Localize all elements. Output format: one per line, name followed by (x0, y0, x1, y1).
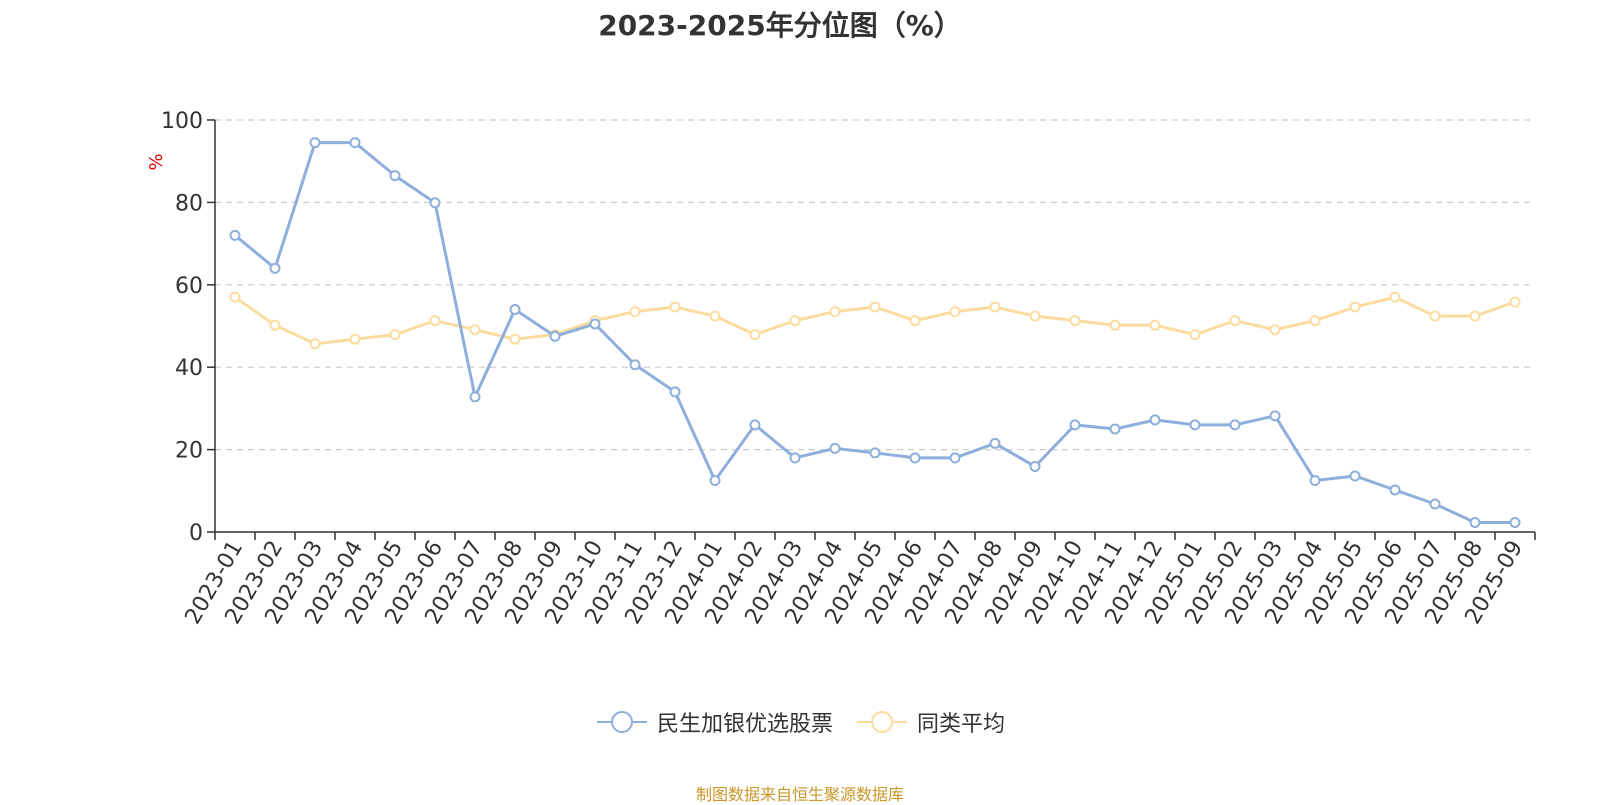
data-point-s0-2025-05 (1349, 470, 1361, 482)
data-point-s0-2024-02 (749, 419, 761, 431)
data-point-s1-2025-03 (1269, 324, 1281, 336)
data-point-s0-2025-01 (1189, 419, 1201, 431)
y-tick-label-60: 60 (175, 274, 203, 299)
data-point-s1-2023-07 (469, 324, 481, 336)
data-point-s1-2024-10 (1069, 315, 1081, 327)
legend: 民生加银优选股票 同类平均 (0, 706, 1600, 738)
data-point-s0-2023-01 (229, 229, 241, 241)
data-point-s0-2025-07 (1429, 498, 1441, 510)
legend-item-average[interactable]: 同类平均 (855, 706, 1005, 738)
data-point-s0-2023-03 (309, 137, 321, 149)
data-point-s1-2025-06 (1389, 291, 1401, 303)
data-point-s1-2024-08 (989, 301, 1001, 313)
data-point-s1-2025-02 (1229, 315, 1241, 327)
data-point-s0-2023-05 (389, 170, 401, 182)
data-point-s0-2025-03 (1269, 410, 1281, 422)
data-point-s0-2023-10 (589, 318, 601, 330)
data-source-note: 制图数据来自恒生聚源数据库 (695, 785, 904, 804)
data-point-s1-2024-09 (1029, 310, 1041, 322)
data-point-s0-2024-12 (1149, 414, 1161, 426)
data-point-s1-2024-06 (909, 315, 921, 327)
data-point-s0-2024-03 (789, 452, 801, 464)
data-point-s1-2023-03 (309, 338, 321, 350)
data-point-s0-2023-12 (669, 386, 681, 398)
data-point-s1-2024-01 (709, 310, 721, 322)
data-point-s0-2024-09 (1029, 460, 1041, 472)
data-point-s0-2024-10 (1069, 419, 1081, 431)
data-point-s0-2024-05 (869, 447, 881, 459)
data-point-s1-2024-04 (829, 306, 841, 318)
legend-label-average: 同类平均 (917, 712, 1006, 737)
y-tick-label-100: 100 (161, 109, 203, 134)
data-point-s0-2025-08 (1469, 517, 1481, 529)
data-point-s0-2023-02 (269, 262, 281, 274)
data-point-s0-2025-04 (1309, 475, 1321, 486)
data-point-s1-2023-02 (269, 319, 281, 331)
data-point-s0-2023-04 (349, 137, 361, 149)
data-point-s1-2025-08 (1469, 310, 1481, 322)
data-point-s0-2023-07 (469, 391, 481, 403)
data-point-s1-2025-07 (1429, 310, 1441, 322)
data-point-s1-2024-02 (749, 329, 761, 341)
y-axis-label: % (146, 153, 167, 170)
data-point-s1-2024-07 (949, 306, 961, 318)
y-tick-label-40: 40 (175, 356, 203, 381)
y-tick-label-0: 0 (189, 521, 203, 546)
data-point-s1-2024-11 (1109, 319, 1121, 331)
y-tick-label-80: 80 (175, 191, 203, 216)
data-point-s1-2025-09 (1509, 296, 1521, 308)
data-point-s0-2023-08 (509, 304, 521, 316)
data-point-s0-2024-04 (829, 442, 841, 454)
data-point-s1-2024-12 (1149, 319, 1161, 331)
data-point-s1-2023-06 (429, 315, 441, 327)
y-tick-label-20: 20 (175, 439, 203, 464)
data-point-s0-2024-08 (989, 437, 1001, 449)
data-point-s1-2025-04 (1309, 315, 1321, 327)
data-point-s1-2025-05 (1349, 301, 1361, 313)
data-point-s1-2023-12 (669, 301, 681, 313)
data-point-s1-2023-11 (629, 306, 641, 318)
data-point-s0-2024-01 (709, 475, 721, 486)
legend-marker-fund-icon (596, 711, 647, 733)
data-point-s0-2023-09 (549, 330, 561, 342)
data-point-s0-2024-06 (909, 452, 921, 464)
data-point-s0-2025-06 (1389, 484, 1401, 496)
data-point-s0-2024-07 (949, 452, 961, 464)
chart-title: 2023-2025年分位图（%） (598, 9, 962, 42)
data-point-s0-2024-11 (1109, 423, 1121, 435)
data-point-s1-2023-08 (509, 333, 521, 345)
data-point-s1-2023-04 (349, 333, 361, 345)
data-point-s1-2023-05 (389, 329, 401, 341)
legend-item-fund[interactable]: 民生加银优选股票 (595, 706, 833, 738)
line-chart: 020406080100%2023-012023-022023-032023-0… (146, 109, 1536, 629)
data-point-s1-2024-05 (869, 301, 881, 313)
data-point-s1-2025-01 (1189, 329, 1201, 341)
data-point-s0-2025-02 (1229, 419, 1241, 431)
data-point-s0-2023-11 (629, 359, 641, 371)
data-point-s0-2023-06 (429, 197, 441, 209)
legend-label-fund: 民生加银优选股票 (656, 712, 833, 737)
data-point-s0-2025-09 (1509, 517, 1521, 529)
series-line-0 (234, 141, 1515, 525)
data-point-s1-2023-01 (229, 291, 241, 303)
data-point-s1-2024-03 (789, 315, 801, 327)
legend-marker-average-icon (857, 711, 907, 733)
